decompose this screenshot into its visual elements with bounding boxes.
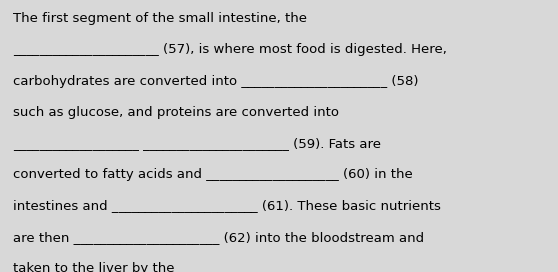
Text: ___________________ ______________________ (59). Fats are: ___________________ ____________________…	[13, 137, 381, 150]
Text: such as glucose, and proteins are converted into: such as glucose, and proteins are conver…	[13, 106, 339, 119]
Text: ______________________ (57), is where most food is digested. Here,: ______________________ (57), is where mo…	[13, 43, 447, 56]
Text: The first segment of the small intestine, the: The first segment of the small intestine…	[13, 12, 307, 25]
Text: taken to the liver by the ______________________: taken to the liver by the ______________…	[13, 262, 325, 272]
Text: are then ______________________ (62) into the bloodstream and: are then ______________________ (62) int…	[13, 231, 424, 244]
Text: carbohydrates are converted into ______________________ (58): carbohydrates are converted into _______…	[13, 75, 418, 88]
Text: converted to fatty acids and ____________________ (60) in the: converted to fatty acids and ___________…	[13, 168, 413, 181]
Text: intestines and ______________________ (61). These basic nutrients: intestines and ______________________ (6…	[13, 199, 441, 212]
